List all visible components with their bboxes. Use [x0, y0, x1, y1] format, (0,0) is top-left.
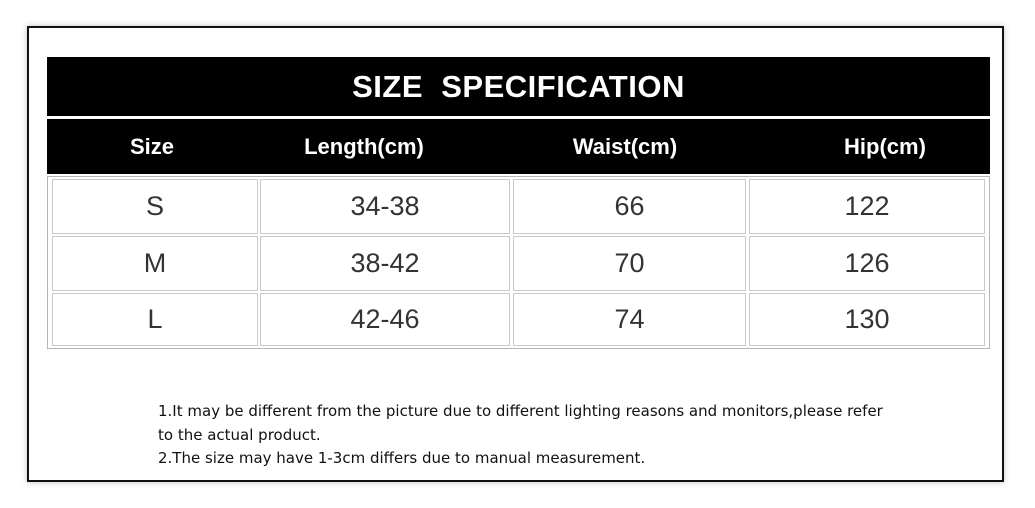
table-cell-size: L [52, 293, 258, 346]
size-table: S 34-38 66 122 M 38-42 70 126 L 42-46 74… [47, 176, 990, 349]
header-hip: Hip(cm) [844, 134, 926, 159]
header-waist: Waist(cm) [572, 134, 678, 159]
table-cell-size: S [52, 179, 258, 234]
size-specification-title: SIZE SPECIFICATION [47, 57, 990, 116]
table-cell-waist: 74 [513, 293, 746, 346]
notes: 1.It may be different from the picture d… [158, 400, 898, 471]
table-cell-hip: 122 [749, 179, 985, 234]
table-cell-waist: 70 [513, 236, 746, 291]
note-item: 1.It may be different from the picture d… [158, 402, 883, 444]
table-cell-length: 38-42 [260, 236, 510, 291]
table-cell-size: M [52, 236, 258, 291]
table-header-row: Size Length(cm) Waist(cm) Hip(cm) [47, 119, 990, 174]
header-size: Size [129, 134, 175, 159]
table-cell-length: 42-46 [260, 293, 510, 346]
table-cell-hip: 130 [749, 293, 985, 346]
table-cell-waist: 66 [513, 179, 746, 234]
note-item: 2.The size may have 1-3cm differs due to… [158, 449, 646, 467]
table-cell-hip: 126 [749, 236, 985, 291]
header-length: Length(cm) [304, 134, 424, 159]
table-cell-length: 34-38 [260, 179, 510, 234]
